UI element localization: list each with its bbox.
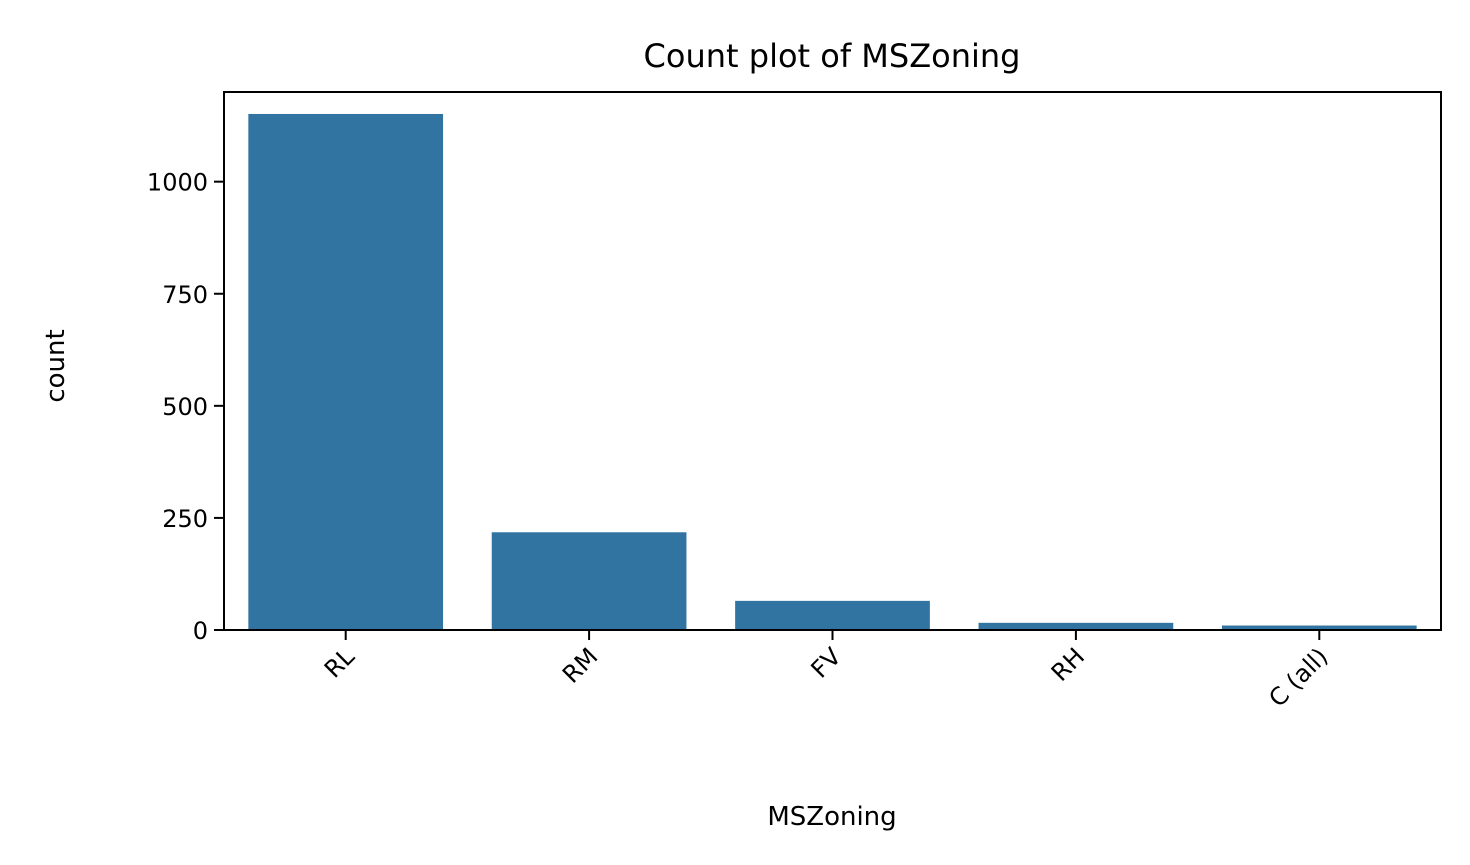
y-tick-label: 500	[162, 393, 208, 421]
bar-c-all	[1221, 625, 1417, 630]
y-tick-label: 1000	[147, 169, 208, 197]
x-axis-ticks: RL RM FV RH C (all)	[319, 630, 1334, 713]
x-tick-label: RM	[557, 642, 603, 688]
bar-rl	[248, 113, 444, 631]
x-tick-label: FV	[806, 642, 848, 684]
y-axis-label: count	[41, 329, 71, 402]
y-tick-label: 0	[193, 617, 208, 645]
x-axis-label: MSZoning	[767, 802, 896, 832]
y-tick-label: 250	[162, 505, 208, 533]
bar-rm	[491, 532, 687, 630]
y-tick-label: 750	[162, 281, 208, 309]
bar-fv	[735, 600, 930, 630]
bar-rh	[978, 622, 1174, 630]
x-tick-label: RL	[319, 642, 360, 683]
x-tick-label: C (all)	[1263, 642, 1333, 712]
x-tick-label: RH	[1046, 642, 1090, 686]
bars-group	[248, 113, 1417, 631]
chart-title: Count plot of MSZoning	[644, 37, 1021, 75]
y-axis-ticks: 0 250 500 750 1000	[147, 169, 224, 645]
